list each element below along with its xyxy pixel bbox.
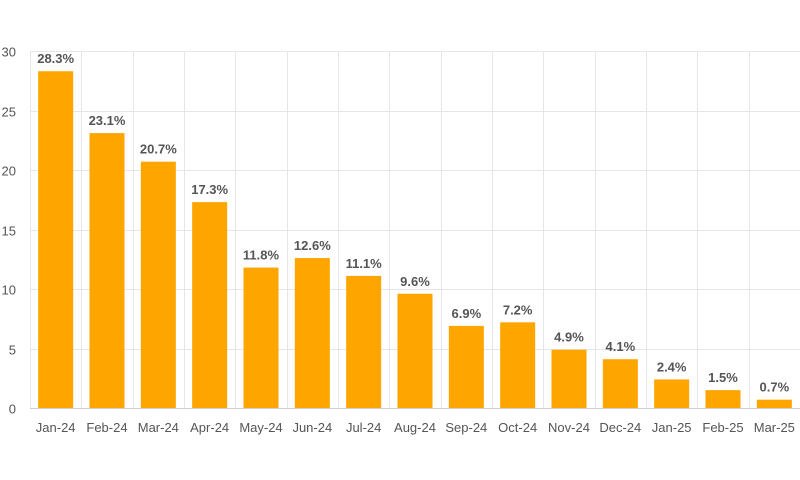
data-label: 20.7%	[140, 142, 177, 157]
bar[interactable]	[654, 379, 690, 408]
y-tick-label: 10	[2, 283, 16, 298]
x-tick-label: Jun-24	[292, 420, 332, 435]
bar[interactable]	[602, 359, 638, 408]
bar[interactable]	[500, 322, 536, 408]
bar[interactable]	[705, 390, 741, 408]
bar[interactable]	[756, 399, 792, 408]
y-axis-ticks: 0 5 10 15 20 25 30	[2, 45, 16, 417]
bar[interactable]	[551, 349, 587, 408]
data-label: 4.1%	[606, 339, 636, 354]
x-tick-label: Feb-25	[702, 420, 743, 435]
data-label: 0.7%	[760, 380, 790, 395]
data-label: 12.6%	[294, 238, 331, 253]
gridlines	[30, 51, 800, 409]
y-tick-label: 30	[2, 45, 16, 60]
x-axis-ticks: Jan-24 Feb-24 Mar-24 Apr-24 May-24 Jun-24 Jul-…	[30, 408, 800, 435]
data-label: 23.1%	[89, 113, 126, 128]
data-label: 28.3%	[37, 51, 74, 66]
bar[interactable]	[192, 202, 228, 408]
data-label: 11.8%	[243, 248, 280, 263]
bar[interactable]	[243, 267, 279, 408]
x-tick-label: Jan-25	[652, 420, 692, 435]
bar[interactable]	[294, 258, 330, 408]
bar[interactable]	[397, 293, 433, 408]
bar[interactable]	[89, 133, 125, 409]
data-label: 4.9%	[554, 330, 584, 345]
data-label: 7.2%	[503, 302, 533, 317]
x-tick-label: Jul-24	[346, 420, 381, 435]
y-tick-label: 20	[2, 164, 16, 179]
x-tick-label: Mar-24	[138, 420, 179, 435]
bar[interactable]	[140, 161, 176, 408]
data-label: 17.3%	[191, 182, 228, 197]
x-tick-label: Feb-24	[86, 420, 127, 435]
data-label: 6.9%	[452, 306, 482, 321]
data-label: 9.6%	[400, 274, 430, 289]
bar-series	[38, 71, 792, 409]
x-tick-label: May-24	[239, 420, 282, 435]
x-tick-label: Sep-24	[445, 420, 487, 435]
x-tick-label: Oct-24	[498, 420, 537, 435]
x-tick-label: Jan-24	[36, 420, 76, 435]
bar[interactable]	[38, 71, 74, 408]
x-tick-label: Aug-24	[394, 420, 436, 435]
bar[interactable]	[448, 325, 484, 408]
data-label: 1.5%	[708, 370, 738, 385]
x-tick-label: Mar-25	[754, 420, 795, 435]
y-tick-label: 0	[9, 402, 16, 417]
data-label: 11.1%	[346, 256, 383, 271]
y-tick-label: 5	[9, 343, 16, 358]
x-tick-label: Nov-24	[548, 420, 590, 435]
bar[interactable]	[346, 275, 382, 408]
x-tick-label: Apr-24	[190, 420, 229, 435]
y-tick-label: 25	[2, 105, 16, 120]
data-labels: 28.3% 23.1% 20.7% 17.3% 11.8% 12.6% 11.1% 9.6% 6…	[37, 51, 789, 394]
x-tick-label: Dec-24	[599, 420, 641, 435]
data-label: 2.4%	[657, 359, 687, 374]
y-tick-label: 15	[2, 224, 16, 239]
